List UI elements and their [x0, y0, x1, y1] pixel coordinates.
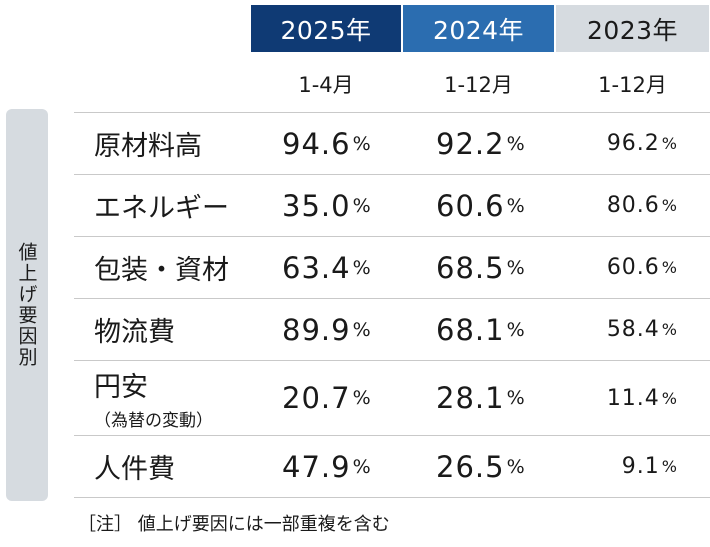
- value-2024: 68.5%: [436, 250, 526, 285]
- table-row: エネルギー 35.0% 60.6% 80.6%: [74, 175, 710, 237]
- row-label: 原材料高: [94, 131, 202, 162]
- row-label: 包装・資材: [94, 255, 229, 286]
- value-2023: 9.1%: [621, 454, 678, 479]
- footnote: ［注］ 値上げ要因には一部重複を含む: [78, 514, 390, 535]
- value-2023: 11.4%: [606, 385, 678, 411]
- period-2023: 1-12月: [598, 73, 667, 97]
- value-2025: 47.9%: [282, 449, 372, 484]
- table-row: 円安 （為替の変動） 20.7% 28.1% 11.4%: [74, 361, 710, 436]
- row-label: エネルギー: [94, 193, 229, 224]
- value-2025: 94.6%: [282, 126, 372, 161]
- value-2025: 89.9%: [282, 312, 372, 347]
- factor-table: 原材料高 94.6% 92.2% 96.2% エネルギー 35.0% 60.6%…: [74, 112, 710, 498]
- value-2023: 96.2%: [606, 131, 678, 156]
- value-2024: 28.1%: [436, 381, 526, 415]
- period-2024: 1-12月: [444, 73, 513, 97]
- row-label: 人件費: [94, 454, 175, 485]
- column-header-2023: 2023年: [556, 5, 709, 52]
- table-row: 人件費 47.9% 26.5% 9.1%: [74, 436, 710, 498]
- row-label: 円安 （為替の変動）: [94, 372, 213, 431]
- table-row: 包装・資材 63.4% 68.5% 60.6%: [74, 237, 710, 299]
- table-row: 原材料高 94.6% 92.2% 96.2%: [74, 113, 710, 175]
- row-label: 物流費: [94, 317, 175, 348]
- value-2024: 68.1%: [436, 312, 526, 347]
- value-2024: 92.2%: [436, 126, 526, 161]
- column-header-2024: 2024年: [403, 5, 554, 52]
- value-2025: 63.4%: [282, 250, 372, 285]
- value-2023: 80.6%: [606, 193, 678, 218]
- column-header-2025: 2025年: [251, 5, 401, 52]
- value-2024: 26.5%: [436, 449, 526, 484]
- table-row: 物流費 89.9% 68.1% 58.4%: [74, 299, 710, 361]
- value-2023: 60.6%: [606, 255, 678, 280]
- row-label-note: （為替の変動）: [94, 411, 213, 431]
- period-2025: 1-4月: [298, 73, 354, 97]
- side-category-text: 値上げ要因別: [15, 242, 38, 368]
- value-2023: 58.4%: [606, 317, 678, 342]
- side-category-label: 値上げ要因別: [6, 109, 48, 501]
- value-2025: 20.7%: [282, 381, 372, 415]
- value-2025: 35.0%: [282, 188, 372, 223]
- value-2024: 60.6%: [436, 188, 526, 223]
